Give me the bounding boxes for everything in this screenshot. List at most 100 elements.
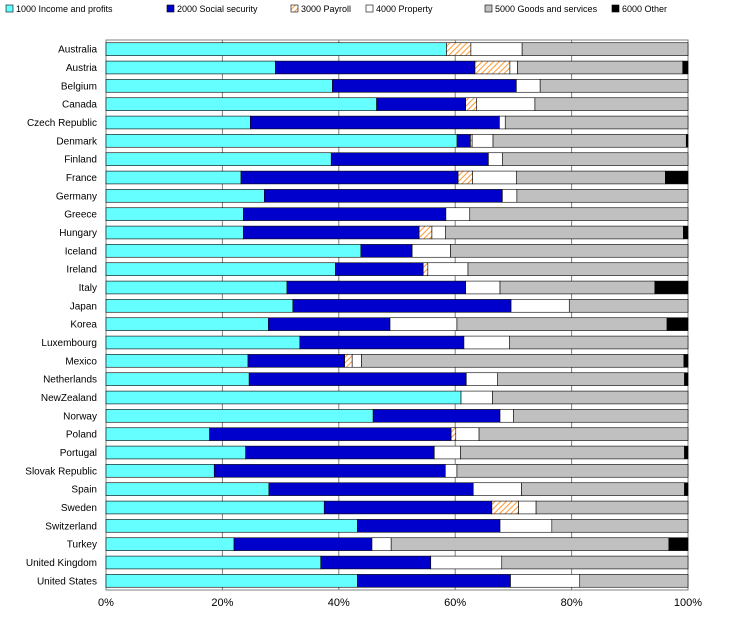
bar-row-greece: [105, 207, 689, 221]
bar-segment-5000-goods-and-services: [516, 189, 689, 203]
category-label: Korea: [70, 320, 97, 331]
category-label: Canada: [62, 100, 97, 111]
bar-segment-1000-income-and-profits: [105, 317, 269, 331]
bar-segment-4000-property: [460, 390, 493, 405]
bar-segment-2000-social-security: [456, 134, 471, 148]
bar-segment-1000-income-and-profits: [105, 464, 215, 478]
x-tick-label: 60%: [444, 597, 466, 609]
bars: [105, 42, 689, 588]
bar-segment-5000-goods-and-services: [456, 464, 689, 478]
bar-segment-4000-property: [488, 152, 503, 166]
bar-segment-5000-goods-and-services: [456, 317, 668, 331]
bar-segment-2000-social-security: [268, 317, 391, 331]
bar-segment-1000-income-and-profits: [105, 280, 288, 295]
category-label: France: [66, 173, 98, 184]
bar-segment-5000-goods-and-services: [534, 97, 689, 111]
bar-row-united-kingdom: [105, 555, 689, 570]
bar-segment-1000-income-and-profits: [105, 134, 458, 148]
bar-row-denmark: [105, 134, 689, 148]
bar-segment-3000-payroll: [474, 60, 511, 75]
category-labels: Australia Austria Belgium Canada Czech Repub…: [25, 45, 98, 588]
bar-segment-3000-payroll: [450, 427, 457, 441]
bar-segment-4000-property: [463, 335, 510, 350]
bar-segment-2000-social-security: [243, 225, 420, 240]
bar-segment-1000-income-and-profits: [105, 152, 332, 166]
category-label: Norway: [63, 411, 97, 422]
bar-segment-5000-goods-and-services: [478, 427, 689, 441]
legend-label: 3000 Payroll: [301, 4, 351, 14]
bar-row-germany: [105, 189, 689, 203]
bar-segment-4000-property: [516, 79, 541, 93]
bar-segment-5000-goods-and-services: [499, 280, 656, 295]
legend-item-1000-income-and-profits: 1000 Income and profits: [5, 4, 113, 14]
bar-row-canada: [105, 97, 689, 111]
x-tick-label: 40%: [328, 597, 350, 609]
bar-segment-5000-goods-and-services: [539, 79, 689, 93]
legend-item-2000-social-security: 2000 Social security: [166, 4, 258, 14]
x-tick-label: 100%: [674, 597, 702, 609]
bar-segment-5000-goods-and-services: [501, 555, 689, 570]
bar-segment-1000-income-and-profits: [105, 482, 270, 496]
bar-row-netherlands: [105, 372, 689, 386]
bar-segment-4000-property: [465, 372, 498, 386]
bar-row-mexico: [105, 354, 689, 368]
bar-segment-2000-social-security: [268, 482, 474, 496]
bar-segment-1000-income-and-profits: [105, 60, 276, 75]
category-label: Portugal: [60, 448, 97, 459]
category-label: Italy: [79, 283, 97, 294]
bar-row-japan: [105, 299, 689, 313]
legend-item-6000-other: 6000 Other: [611, 4, 667, 14]
bar-segment-4000-property: [351, 354, 362, 368]
bar-segment-5000-goods-and-services: [390, 537, 670, 551]
bar-row-hungary: [105, 225, 689, 240]
category-label: Germany: [56, 191, 97, 202]
category-label: Turkey: [67, 540, 97, 551]
category-label: Poland: [66, 430, 97, 441]
bar-row-spain: [105, 482, 689, 496]
legend-swatch: [611, 4, 620, 13]
bar-row-poland: [105, 427, 689, 441]
bar-segment-5000-goods-and-services: [513, 409, 689, 423]
bar-segment-1000-income-and-profits: [105, 79, 333, 93]
bar-segment-5000-goods-and-services: [467, 262, 689, 276]
bar-segment-6000-other: [684, 372, 689, 386]
legend-swatch: [290, 4, 299, 13]
bar-row-switzerland: [105, 519, 689, 533]
bar-segment-2000-social-security: [330, 152, 489, 166]
bar-segment-1000-income-and-profits: [105, 244, 362, 258]
bar-segment-1000-income-and-profits: [105, 170, 242, 185]
bar-segment-5000-goods-and-services: [504, 115, 689, 130]
bar-row-united-states: [105, 574, 689, 588]
bar-segment-4000-property: [472, 482, 522, 496]
bar-segment-1000-income-and-profits: [105, 537, 235, 551]
bar-segment-2000-social-security: [360, 244, 413, 258]
category-label: Belgium: [61, 81, 97, 92]
bar-segment-2000-social-security: [247, 354, 345, 368]
bar-segment-5000-goods-and-services: [535, 500, 689, 515]
bar-segment-4000-property: [499, 409, 514, 423]
bar-segment-1000-income-and-profits: [105, 409, 374, 423]
bar-segment-4000-property: [502, 189, 518, 203]
bar-segment-3000-payroll: [457, 170, 473, 185]
bar-segment-1000-income-and-profits: [105, 445, 246, 460]
bar-segment-3000-payroll: [418, 225, 433, 240]
bar-row-luxembourg: [105, 335, 689, 350]
legend: 1000 Income and profits 2000 Social secur…: [5, 4, 667, 14]
bar-segment-2000-social-security: [335, 262, 424, 276]
category-label: Denmark: [56, 136, 98, 147]
bar-segment-2000-social-security: [292, 299, 512, 313]
bar-segment-6000-other: [683, 354, 689, 368]
bar-segment-1000-income-and-profits: [105, 354, 249, 368]
bar-segment-1000-income-and-profits: [105, 115, 251, 130]
bar-segment-1000-income-and-profits: [105, 262, 336, 276]
bar-segment-4000-property: [472, 170, 517, 185]
bar-row-korea: [105, 317, 689, 331]
bar-segment-2000-social-security: [372, 409, 501, 423]
bar-segment-6000-other: [666, 317, 689, 331]
bar-segment-4000-property: [471, 134, 494, 148]
bar-segment-4000-property: [445, 207, 471, 221]
bar-segment-5000-goods-and-services: [521, 482, 685, 496]
category-label: Switzerland: [45, 521, 97, 532]
bar-segment-5000-goods-and-services: [361, 354, 685, 368]
bar-row-ireland: [105, 262, 689, 276]
